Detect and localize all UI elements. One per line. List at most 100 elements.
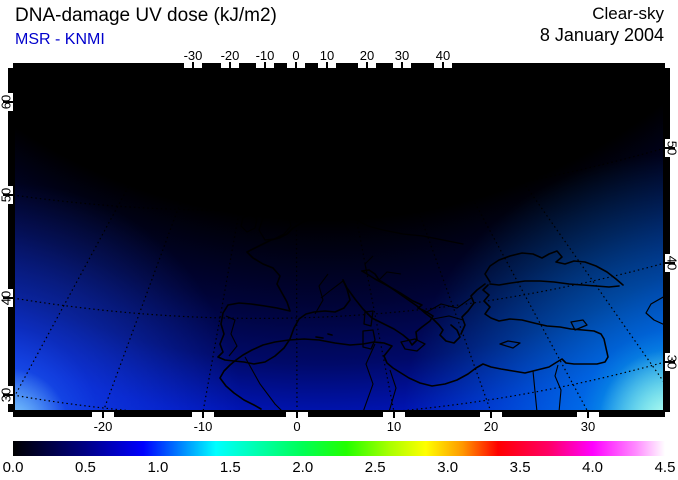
border-tunisia-libya [388,369,397,412]
graticule-meridians [13,68,665,412]
axis-stripe [599,412,665,417]
map-svg [13,68,665,412]
axis-stripe [13,412,92,417]
axis-stripe [308,412,383,417]
axis-tick [442,62,444,68]
axis-stripe [13,63,184,68]
axis-tick [3,194,13,196]
axis-tick [587,412,589,418]
river-nile [554,364,562,412]
axis-tick-label: -10 [255,48,275,63]
axis-tick [3,101,13,103]
axis-tick [192,62,194,68]
axis-tick-label: 0 [293,419,301,434]
colorbar-tick-label: 1.0 [147,459,169,476]
coast-iberia-france [217,209,351,365]
axis-tick [401,62,403,68]
axis-tick-label: 20 [359,48,375,63]
axis-tick [3,394,13,396]
island-balearics [315,333,333,339]
colorbar-tick-label: 0.5 [75,459,96,476]
axis-tick [366,62,368,68]
colorbar-tick-label: 1.5 [219,459,241,476]
axis-stripe [8,404,13,412]
colorbar-labels: 0.0 0.5 1.0 1.5 2.0 2.5 3.0 3.5 4.0 4.5 [3,459,676,477]
coast-balkans-greece [361,269,486,344]
axis-tick [102,412,104,418]
axis-stripe [376,63,393,68]
axis-tick [296,412,298,418]
axis-tick [326,62,328,68]
axis-stripe [665,157,670,254]
island-cyprus [570,319,588,331]
axis-stripe [114,412,192,417]
data-source-label: MSR - KNMI [15,31,105,48]
axis-stripe [274,63,287,68]
coast-black-sea [484,250,624,288]
coast-caspian [645,295,665,326]
axis-tick [3,297,13,299]
colorbar-tick-label: 3.0 [437,459,459,476]
island-corsica [363,310,374,327]
axis-stripe [665,371,670,412]
sky-condition-label: Clear-sky [592,4,664,23]
map-area [13,68,665,412]
date-label: 8 January 2004 [539,25,664,45]
colorbar-tick-label: 4.0 [582,459,603,476]
axis-tick-label: 20 [483,419,499,434]
axis-tick [490,412,492,418]
axis-tick-label: 10 [319,48,335,63]
map-frame [13,68,665,412]
border-morocco-algeria [244,356,284,412]
axis-tick-label: 30 [394,48,410,63]
axis-tick-label: -20 [220,48,240,63]
axis-tick [665,361,675,363]
coast-turkey-africa [219,284,609,410]
axis-stripe [8,204,13,289]
colorbar-tick-label: 4.5 [654,459,676,476]
border-algeria-tunisia [362,343,376,412]
axis-stripe [214,412,286,417]
graticule [13,68,665,412]
axis-stripe [502,412,577,417]
axis-stripe [405,412,480,417]
axis-tick [295,62,297,68]
borders-central-europe [314,255,472,321]
axis-stripe [8,307,13,386]
coast-britain [257,197,292,241]
coast-italy [342,270,434,346]
plot-title: DNA-damage UV dose (kJ/m2) [15,5,277,26]
axis-tick [665,147,675,149]
axis-stripe [452,63,665,68]
border-iberia [225,315,238,357]
axis-stripe [336,63,358,68]
island-sicily [400,338,426,352]
coast-north-europe [326,195,464,245]
axis-tick [264,62,266,68]
axis-stripe [8,111,13,186]
axis-tick [229,62,231,68]
axis-stripe [8,68,13,93]
island-crete [499,340,521,349]
axis-tick-label: 40 [435,48,451,63]
axis-tick-label: 30 [580,419,596,434]
colorbar-tick-label: 2.0 [292,459,314,476]
axis-tick-label: -10 [193,419,213,434]
colorbar [13,441,665,456]
axis-stripe [202,63,221,68]
axis-tick [665,262,675,264]
axis-stripe [665,68,670,139]
axis-tick [202,412,204,418]
axis-tick-label: -20 [93,419,113,434]
axis-tick-label: -30 [183,48,203,63]
axis-tick-label: 0 [292,48,300,63]
colorbar-tick-label: 2.5 [364,459,386,476]
axis-tick [393,412,395,418]
border-libya-egypt [532,370,538,412]
axis-stripe [411,63,434,68]
island-sardinia [362,329,376,350]
colorbar-tick-label: 0.0 [2,459,24,476]
colorbar-tick-label: 3.5 [509,459,531,476]
axis-stripe [239,63,256,68]
axis-tick-label: 10 [386,419,402,434]
